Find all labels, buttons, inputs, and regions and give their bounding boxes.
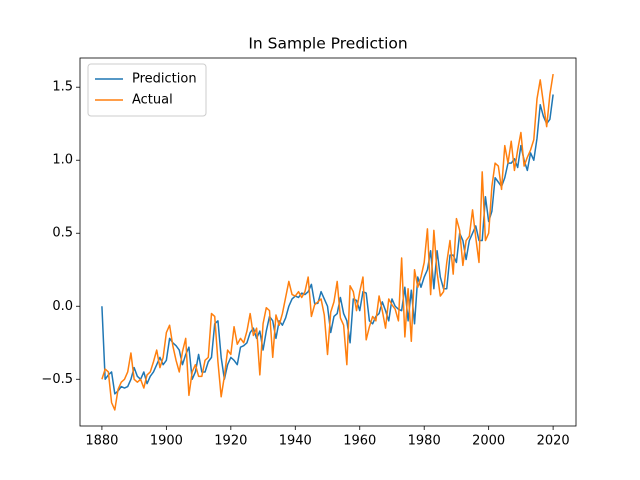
x-tick-label: 1980 — [408, 434, 441, 449]
axes-frame — [79, 57, 577, 427]
chart-title: In Sample Prediction — [248, 35, 407, 53]
legend-label: Prediction — [132, 72, 197, 87]
series-line — [101, 73, 554, 411]
x-tick-label: 1940 — [279, 434, 312, 449]
legend-label: Actual — [132, 93, 173, 108]
x-tick-label: 1960 — [343, 434, 376, 449]
x-tick-label: 1880 — [85, 434, 118, 449]
series-line — [101, 94, 554, 395]
legend-box — [87, 63, 207, 117]
y-tick-label: 0.0 — [52, 299, 73, 314]
x-tick-label: 2020 — [537, 434, 570, 449]
y-tick-label: 1.5 — [52, 80, 73, 95]
x-tick-label: 2000 — [472, 434, 505, 449]
y-tick-label: 0.5 — [52, 226, 73, 241]
y-tick-label: −0.5 — [41, 372, 73, 387]
x-tick-label: 1920 — [214, 434, 247, 449]
x-tick-label: 1900 — [150, 434, 183, 449]
y-tick-label: 1.0 — [52, 153, 73, 168]
